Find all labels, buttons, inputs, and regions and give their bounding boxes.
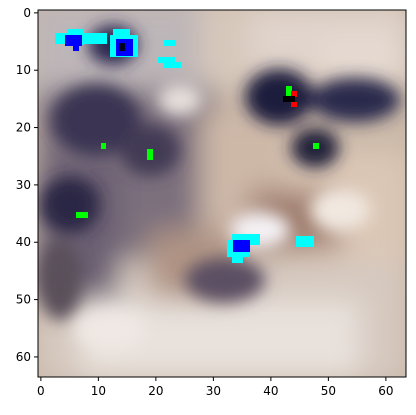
- x-tick-label: 60: [378, 384, 393, 398]
- pixel-marks: [55, 29, 319, 263]
- y-tick-label: 50: [16, 293, 31, 307]
- x-tick-label: 40: [263, 384, 278, 398]
- plot-frame: [37, 9, 407, 378]
- bright-patches: [75, 84, 370, 350]
- x-tick-label: 30: [206, 384, 221, 398]
- y-tick-label: 0: [23, 6, 31, 20]
- y-tick-label: 20: [16, 121, 31, 135]
- x-tick-label: 50: [321, 384, 336, 398]
- image-area: [38, 10, 406, 377]
- x-tick-label: 10: [91, 384, 106, 398]
- x-tick-label: 0: [37, 384, 45, 398]
- y-axis: 0 10 20 30 40 50 60: [16, 6, 38, 364]
- y-tick-label: 40: [16, 235, 31, 249]
- x-axis: 0 10 20 30 40 50 60: [37, 377, 394, 398]
- x-tick-label: 20: [148, 384, 163, 398]
- y-tick-label: 60: [16, 350, 31, 364]
- y-tick-label: 10: [16, 63, 31, 77]
- y-tick-label: 30: [16, 178, 31, 192]
